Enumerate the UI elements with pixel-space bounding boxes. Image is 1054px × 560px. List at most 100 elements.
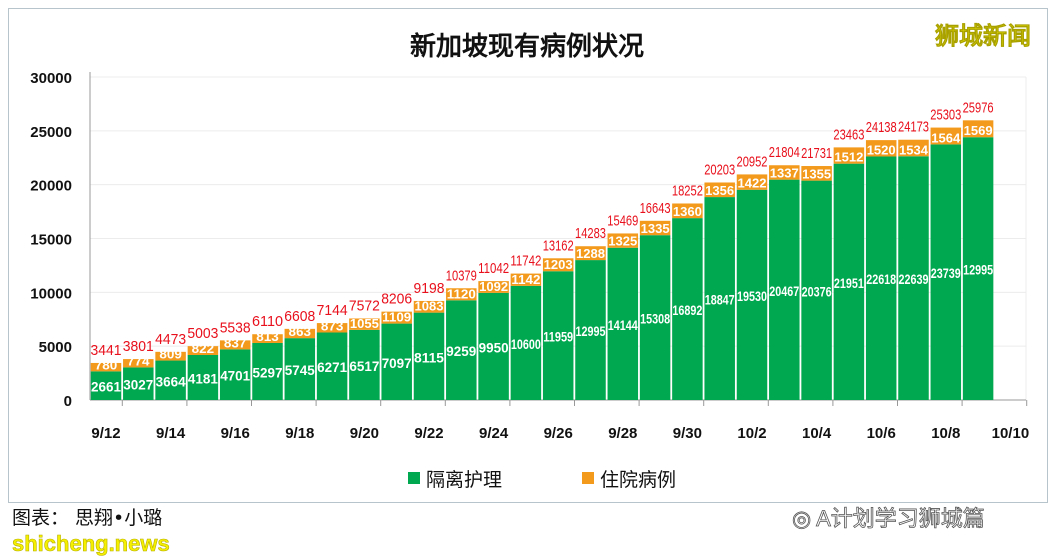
x-tick-label: 9/22 xyxy=(414,425,443,442)
hospital-label: 822 xyxy=(192,341,215,356)
total-label: 5538 xyxy=(220,319,251,336)
bar-isolation xyxy=(672,218,703,400)
bar-hospital xyxy=(962,120,994,138)
total-label: 24138 xyxy=(866,119,897,136)
total-label: 3801 xyxy=(123,338,154,355)
isolation-label: 16892 xyxy=(672,302,702,318)
total-label: 10379 xyxy=(446,267,477,284)
x-tick-label: 9/30 xyxy=(673,425,702,442)
x-tick-label: 10/8 xyxy=(931,425,960,442)
chart-frame xyxy=(8,8,1048,503)
bar-hospital xyxy=(930,127,962,145)
hospital-label: 1355 xyxy=(802,167,831,182)
legend-label-isolation: 隔离护理 xyxy=(426,469,502,491)
hospital-label: 1564 xyxy=(931,130,961,145)
bar-isolation xyxy=(219,349,251,400)
bar-hospital xyxy=(349,318,380,330)
bar-isolation xyxy=(607,247,639,400)
isolation-label: 6271 xyxy=(317,359,347,375)
hospital-label: 1203 xyxy=(544,257,573,272)
hospital-label: 1512 xyxy=(834,150,863,165)
bar-hospital xyxy=(607,233,639,248)
bar-isolation xyxy=(510,285,542,400)
account-name: A计划学习狮城篇 xyxy=(816,506,985,532)
y-tick-label: 25000 xyxy=(30,124,72,141)
total-label: 4473 xyxy=(155,331,186,348)
hospital-label: 1360 xyxy=(673,204,702,219)
bar-isolation xyxy=(316,332,348,400)
total-label: 25303 xyxy=(930,107,961,124)
isolation-label: 12995 xyxy=(576,323,606,339)
total-label: 24173 xyxy=(898,119,929,136)
isolation-label: 14144 xyxy=(608,317,638,333)
bar-isolation xyxy=(90,371,122,400)
y-tick-label: 30000 xyxy=(30,70,72,87)
legend-swatch-isolation xyxy=(408,472,420,484)
y-tick-label: 5000 xyxy=(39,339,72,356)
total-label: 5003 xyxy=(187,325,218,342)
bar-isolation xyxy=(575,260,606,400)
isolation-label: 4701 xyxy=(220,368,250,384)
isolation-label: 5297 xyxy=(253,364,283,380)
bar-hospital xyxy=(413,300,445,313)
hospital-label: 813 xyxy=(256,329,279,344)
total-label: 21731 xyxy=(801,145,832,162)
bar-isolation xyxy=(123,367,154,400)
bar-hospital xyxy=(736,174,768,190)
isolation-label: 20467 xyxy=(769,283,799,299)
total-label: 7572 xyxy=(349,297,380,314)
total-label: 23463 xyxy=(833,126,864,143)
bar-hospital xyxy=(898,139,929,157)
bar-hospital xyxy=(801,166,832,181)
total-label: 15469 xyxy=(607,212,638,229)
bar-hospital xyxy=(90,362,122,372)
total-label: 21804 xyxy=(769,144,800,161)
isolation-label: 10600 xyxy=(511,336,541,352)
hospital-label: 863 xyxy=(289,324,312,339)
x-tick-label: 10/2 xyxy=(737,425,766,442)
x-tick-label: 9/18 xyxy=(285,425,314,442)
bar-hospital xyxy=(284,328,316,339)
x-tick-label: 9/14 xyxy=(156,425,186,442)
bar-isolation xyxy=(833,163,865,400)
total-label: 6608 xyxy=(284,308,315,325)
total-label: 9198 xyxy=(414,280,445,297)
bar-isolation xyxy=(284,338,316,400)
bar-hospital xyxy=(769,165,800,180)
bar-isolation xyxy=(478,292,509,400)
bar-isolation xyxy=(413,312,445,400)
bar-isolation xyxy=(962,137,994,401)
hospital-label: 1569 xyxy=(964,123,993,138)
bar-hospital xyxy=(575,246,606,261)
bar-isolation xyxy=(769,179,800,400)
isolation-label: 20376 xyxy=(802,283,832,299)
hospital-label: 1534 xyxy=(899,142,929,157)
hospital-label: 1288 xyxy=(576,246,605,261)
bar-hospital xyxy=(478,281,509,293)
bar-isolation xyxy=(930,144,962,400)
bar-hospital xyxy=(704,182,735,198)
total-label: 7144 xyxy=(317,302,348,319)
isolation-label: 2661 xyxy=(91,379,121,395)
isolation-label: 22639 xyxy=(899,271,929,287)
bar-hospital xyxy=(316,323,348,333)
total-label: 3441 xyxy=(91,342,122,359)
total-label: 20952 xyxy=(737,153,768,170)
bar-isolation xyxy=(736,189,768,400)
total-label: 16643 xyxy=(640,200,671,217)
site-watermark: shicheng.news xyxy=(12,531,170,557)
hospital-label: 1109 xyxy=(382,310,411,325)
total-label: 18252 xyxy=(672,182,703,199)
chart-title: 新加坡现有病例状况 xyxy=(410,31,644,61)
x-tick-label: 10/4 xyxy=(802,425,832,442)
bar-hospital xyxy=(865,140,897,157)
chart-credit: 图表： 思翔•小璐 xyxy=(12,507,163,529)
bar-isolation xyxy=(155,360,186,400)
bar-hospital xyxy=(381,311,412,324)
isolation-label: 7097 xyxy=(382,355,412,371)
total-label: 25976 xyxy=(963,99,994,116)
bar-isolation xyxy=(898,156,929,400)
isolation-label: 21951 xyxy=(834,275,864,291)
isolation-label: 6517 xyxy=(349,358,379,374)
bar-isolation xyxy=(252,342,283,400)
